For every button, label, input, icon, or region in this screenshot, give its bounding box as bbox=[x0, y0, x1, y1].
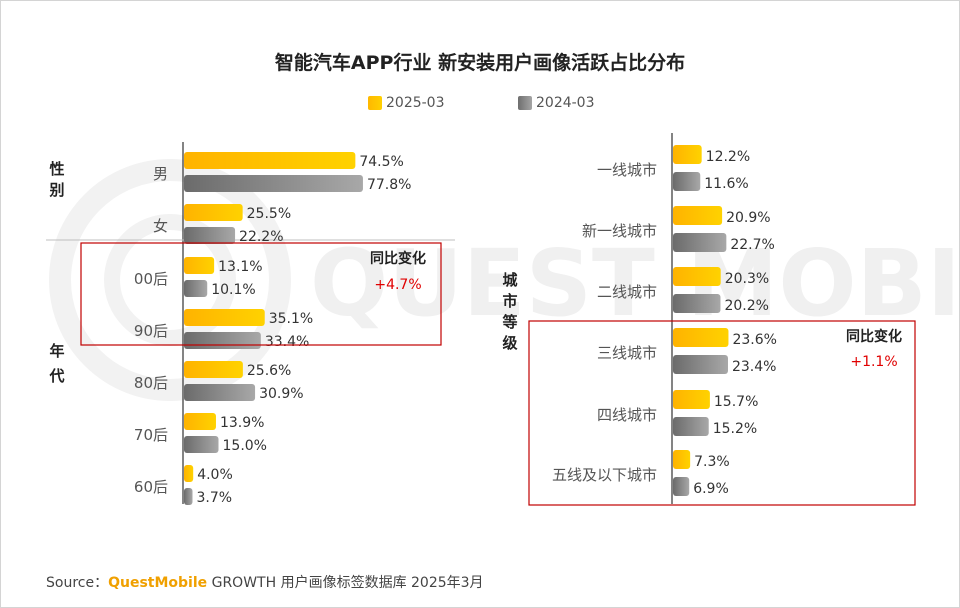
right-value-label-2024-4: 15.2% bbox=[713, 421, 757, 437]
left-value-label-2024-4: 30.9% bbox=[259, 386, 303, 402]
right-value-label-2025-1: 20.9% bbox=[726, 210, 770, 226]
right-category-label-3: 三线城市 bbox=[597, 344, 657, 362]
right-bar-2024-2 bbox=[673, 294, 721, 313]
left-group-label-0-char-1: 别 bbox=[48, 181, 64, 199]
right-bar-2025-0 bbox=[673, 145, 702, 164]
source-prefix: Source： bbox=[46, 575, 109, 591]
left-bar-2025-0 bbox=[184, 152, 356, 169]
left-value-label-2025-0: 74.5% bbox=[359, 154, 403, 170]
right-group-label-0-char-0: 城 bbox=[502, 271, 517, 289]
left-value-label-2025-2: 13.1% bbox=[218, 259, 262, 275]
right-bar-2025-3 bbox=[673, 328, 729, 347]
right-annotation-value: +1.1% bbox=[850, 354, 897, 370]
legend: 2025-03 2024-03 bbox=[0, 93, 960, 113]
right-bar-2024-5 bbox=[673, 477, 690, 496]
right-bar-2025-4 bbox=[673, 390, 710, 409]
left-bar-2025-5 bbox=[184, 413, 216, 430]
left-value-label-2025-4: 25.6% bbox=[247, 363, 291, 379]
right-category-label-0: 一线城市 bbox=[597, 161, 657, 179]
right-bar-2025-2 bbox=[673, 267, 721, 286]
right-value-label-2025-3: 23.6% bbox=[732, 332, 776, 348]
left-bar-2024-2 bbox=[184, 280, 208, 297]
left-bar-2025-4 bbox=[184, 361, 243, 378]
left-annotation-box bbox=[80, 242, 442, 346]
source-brand: QuestMobile bbox=[108, 575, 208, 591]
source-line: Source：QuestMobile GROWTH 用户画像标签数据库 2025… bbox=[46, 572, 484, 592]
right-annotation-box bbox=[528, 320, 916, 506]
right-value-label-2024-3: 23.4% bbox=[732, 359, 776, 375]
right-category-label-1: 新一线城市 bbox=[582, 222, 657, 240]
left-annotation-value: +4.7% bbox=[374, 277, 421, 293]
left-value-label-2024-1: 22.2% bbox=[239, 229, 283, 245]
left-group-label-1-char-0: 年 bbox=[49, 342, 64, 360]
right-group-label-0-char-3: 级 bbox=[502, 334, 518, 352]
watermark: QUEST MOBILE bbox=[49, 159, 960, 401]
left-category-label-2: 00后 bbox=[134, 270, 168, 288]
legend-label-2025: 2025-03 bbox=[386, 95, 445, 111]
left-bar-2024-4 bbox=[184, 384, 256, 401]
right-value-label-2025-5: 7.3% bbox=[694, 454, 730, 470]
right-bar-2024-1 bbox=[673, 233, 727, 252]
left-category-label-0: 男 bbox=[153, 165, 168, 183]
left-bar-2025-6 bbox=[184, 465, 194, 482]
left-group-label-1-char-1: 代 bbox=[48, 367, 64, 385]
legend-label-2024: 2024-03 bbox=[536, 95, 595, 111]
chart-title: 智能汽车APP行业 新安装用户画像活跃占比分布 bbox=[274, 52, 686, 74]
left-value-label-2024-6: 3.7% bbox=[197, 490, 233, 506]
left-category-label-5: 70后 bbox=[134, 426, 168, 444]
right-bar-2024-0 bbox=[673, 172, 701, 191]
right-group-label-0-char-2: 等 bbox=[502, 313, 517, 331]
legend-item-2024: 2024-03 bbox=[518, 93, 595, 113]
left-bar-2024-3 bbox=[184, 332, 261, 349]
watermark-text: QUEST MOBILE bbox=[310, 230, 960, 337]
right-category-label-4: 四线城市 bbox=[597, 406, 657, 424]
left-category-label-3: 90后 bbox=[134, 322, 168, 340]
left-group-label-0-char-0: 性 bbox=[49, 160, 64, 178]
right-value-label-2025-4: 15.7% bbox=[714, 394, 758, 410]
left-value-label-2024-2: 10.1% bbox=[211, 282, 255, 298]
right-category-label-2: 二线城市 bbox=[597, 283, 657, 301]
right-value-label-2024-2: 20.2% bbox=[724, 298, 768, 314]
source-rest: GROWTH 用户画像标签数据库 2025年3月 bbox=[207, 575, 484, 591]
left-bar-2025-1 bbox=[184, 204, 243, 221]
left-category-label-1: 女 bbox=[153, 217, 168, 235]
right-bar-2025-5 bbox=[673, 450, 691, 469]
left-annotation-title: 同比变化 bbox=[370, 250, 426, 267]
legend-swatch-2025 bbox=[368, 96, 382, 110]
right-annotation-title: 同比变化 bbox=[846, 328, 902, 345]
right-group-label-0-char-1: 市 bbox=[502, 292, 517, 310]
right-bar-2024-4 bbox=[673, 417, 709, 436]
watermark-ring-outer bbox=[49, 159, 291, 401]
right-value-label-2024-5: 6.9% bbox=[693, 481, 729, 497]
right-category-label-5: 五线及以下城市 bbox=[552, 466, 657, 484]
left-value-label-2025-6: 4.0% bbox=[197, 467, 233, 483]
right-bar-2025-1 bbox=[673, 206, 723, 225]
right-value-label-2025-0: 12.2% bbox=[706, 149, 750, 165]
left-bar-2024-5 bbox=[184, 436, 219, 453]
left-value-label-2025-1: 25.5% bbox=[247, 206, 291, 222]
left-value-label-2024-3: 33.4% bbox=[265, 334, 309, 350]
left-bar-2024-1 bbox=[184, 227, 236, 244]
left-bar-2025-3 bbox=[184, 309, 265, 326]
left-value-label-2025-5: 13.9% bbox=[220, 415, 264, 431]
watermark-ring-inner bbox=[104, 214, 236, 346]
left-value-label-2025-3: 35.1% bbox=[269, 311, 313, 327]
right-bar-2024-3 bbox=[673, 355, 728, 374]
legend-item-2025: 2025-03 bbox=[368, 93, 445, 113]
right-value-label-2025-2: 20.3% bbox=[725, 271, 769, 287]
left-value-label-2024-0: 77.8% bbox=[367, 177, 411, 193]
left-bar-2024-0 bbox=[184, 175, 363, 192]
left-bar-2024-6 bbox=[184, 488, 193, 505]
left-value-label-2024-5: 15.0% bbox=[223, 438, 267, 454]
right-value-label-2024-0: 11.6% bbox=[704, 176, 748, 192]
right-value-label-2024-1: 22.7% bbox=[730, 237, 774, 253]
left-category-label-4: 80后 bbox=[134, 374, 168, 392]
left-category-label-6: 60后 bbox=[134, 478, 168, 496]
left-bar-2025-2 bbox=[184, 257, 215, 274]
legend-swatch-2024 bbox=[518, 96, 532, 110]
